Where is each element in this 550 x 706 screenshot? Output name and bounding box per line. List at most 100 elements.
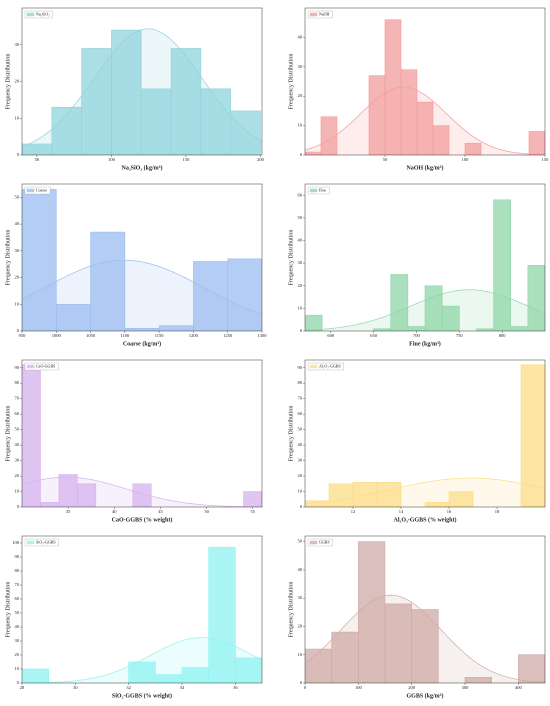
bar [358,541,386,683]
bar [90,231,126,331]
y-tick-label: 10 [298,489,303,494]
bar [464,142,482,155]
bar [390,274,409,331]
y-axis-label: Frequency Distribution [288,230,294,286]
x-tick-label: 150 [183,157,191,162]
bar [81,48,112,155]
bar [22,143,53,155]
y-tick-label: 80 [298,380,303,385]
normal-curve [305,289,545,331]
y-tick-label: 20 [15,79,20,84]
y-tick-label: 60 [15,411,20,416]
y-tick-label: 0 [17,680,20,685]
y-tick-label: 0 [300,680,303,685]
x-tick-label: 600 [327,333,335,338]
panel: 0 10 20 30 40 50 60 70 80 90 35 40 45 50 55 CaO-GGBS (%… [5,359,263,523]
bar [235,657,262,683]
bar [441,305,460,331]
y-tick-label: 80 [15,380,20,385]
x-tick-label: 1050 [86,333,96,338]
bar [40,502,60,507]
x-tick-label: 40 [112,509,117,514]
legend: CaO-GGBS [24,362,59,371]
y-tick-label: 40 [298,442,303,447]
x-tick-label: 950 [19,333,27,338]
bar [227,258,262,331]
legend-swatch [309,188,318,193]
legend-swatch [26,364,35,369]
y-tick-label: 50 [298,427,303,432]
normal-curve [305,477,545,504]
x-tick-label: 200 [408,685,416,690]
bar [305,648,332,683]
y-tick-label: 50 [298,215,303,220]
y-tick-label: 100 [12,540,20,545]
bar [55,303,91,331]
plot-frame [21,359,263,508]
x-tick-label: 28 [20,685,25,690]
legend-swatch [309,364,318,369]
y-tick-label: 20 [15,275,20,280]
bar [22,364,41,507]
x-axis-label: CaO-GGBS (% weight) [112,516,173,523]
y-tick-label: 70 [15,582,20,587]
y-axis-label: Frequency Distribution [5,230,11,286]
x-axis-label: NaOH (kg/m³) [407,164,444,171]
bar [243,491,262,507]
x-tick-label: 55 [251,509,256,514]
y-tick-label: 50 [15,610,20,615]
y-tick-label: 50 [298,539,303,544]
legend-label: CaO-GGBS [36,364,55,369]
bar [77,483,97,507]
legend-label: GGBS [319,540,330,545]
y-tick-label: 40 [298,567,303,572]
x-tick-label: 14 [399,509,404,514]
bar [158,325,194,331]
x-tick-label: 50 [383,157,388,162]
x-tick-label: 1200 [189,333,199,338]
legend-box [307,186,330,195]
legend-label: Al₂O₃-GGBS [319,364,341,369]
bar [527,265,545,331]
panel: 0 10 20 30 40 50 60 600 650 700 750 800 Fine (kg/m³)… [288,183,546,347]
y-tick-label: 30 [15,458,20,463]
panel: 0 10 20 30 50 100 150 200 Na₂SiO₃ (kg/m³) Frequen… [5,7,265,171]
y-tick-label: 20 [298,283,303,288]
bar [111,29,142,155]
bar [58,474,78,507]
bar [200,88,231,155]
panel: 0 10 20 30 40 50 0 100 200 300 400 GGBS (kg/m³) Freq… [288,535,546,699]
y-axis-label: Frequency Distribution [288,582,294,638]
bar [328,483,354,507]
y-tick-label: 40 [15,221,20,226]
x-tick-label: 30 [73,685,78,690]
x-tick-label: 0 [304,685,307,690]
y-tick-label: 20 [15,473,20,478]
plot-frame [304,7,546,156]
bar [193,261,229,331]
x-tick-label: 800 [499,333,507,338]
y-tick-label: 90 [15,554,20,559]
legend: Fine [307,186,330,195]
bar [320,116,338,155]
normal-curve [22,637,262,683]
y-tick-label: 90 [298,365,303,370]
y-tick-label: 30 [298,64,303,69]
x-tick-label: 45 [158,509,163,514]
x-tick-label: 50 [204,509,209,514]
legend-swatch [309,12,318,17]
y-tick-label: 50 [15,427,20,432]
bar [230,110,261,155]
y-tick-label: 30 [15,638,20,643]
bar [140,88,172,155]
y-tick-label: 30 [15,248,20,253]
y-tick-label: 60 [298,411,303,416]
panel: 0 10 20 30 40 50 60 70 80 90 100 28 30 32 34 36 SiO₂-GGB… [5,535,263,699]
bar [51,106,82,155]
plot-frame [21,183,263,332]
normal-curve [305,594,545,683]
legend-swatch [26,12,35,17]
legend-label: Fine [319,188,326,193]
